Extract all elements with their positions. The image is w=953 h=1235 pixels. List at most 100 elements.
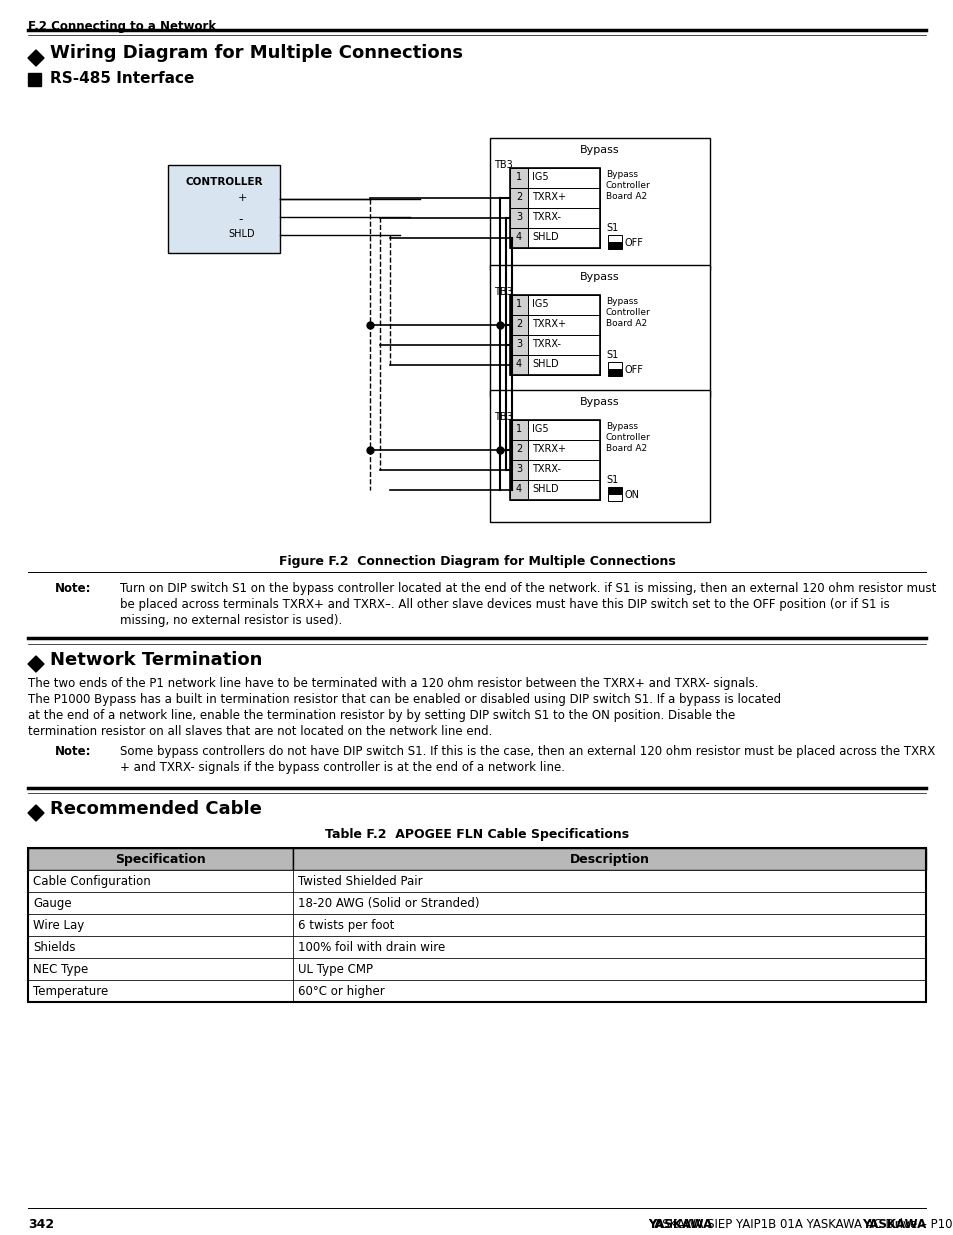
Bar [510, 295, 527, 315]
Text: Gauge: Gauge [33, 897, 71, 910]
Text: Turn on DIP switch S1 on the bypass controller located at the end of the network: Turn on DIP switch S1 on the bypass cont… [120, 582, 936, 627]
Bar [28, 869, 293, 892]
Bar [28, 981, 293, 1002]
Text: 1: 1 [516, 299, 521, 309]
Text: TXRX-: TXRX- [532, 464, 560, 474]
Bar [527, 315, 599, 335]
Bar [28, 73, 41, 86]
Text: Specification: Specification [115, 853, 206, 866]
Bar [607, 242, 621, 249]
Bar [490, 266, 709, 396]
Bar [510, 168, 527, 188]
Text: Note:: Note: [55, 582, 91, 595]
Bar [607, 487, 621, 494]
Text: Table F.2  APOGEE FLN Cable Specifications: Table F.2 APOGEE FLN Cable Specification… [325, 827, 628, 841]
Bar [510, 335, 527, 354]
Bar [168, 165, 280, 253]
Text: TB3: TB3 [494, 412, 512, 422]
Bar [293, 981, 925, 1002]
Text: TXRX-: TXRX- [532, 338, 560, 350]
Bar [510, 459, 527, 480]
Text: IG5: IG5 [532, 172, 548, 182]
Text: YASKAWA SIEP YAIP1B 01A YASKAWA AC Drive – P1000 Bypass Technical Manual: YASKAWA SIEP YAIP1B 01A YASKAWA AC Drive… [647, 1218, 953, 1231]
Bar [510, 440, 527, 459]
Bar [510, 228, 527, 248]
Bar [527, 459, 599, 480]
Bar [293, 914, 925, 936]
Text: Bypass
Controller
Board A2: Bypass Controller Board A2 [605, 422, 650, 453]
Text: S1: S1 [605, 475, 618, 485]
Text: 18-20 AWG (Solid or Stranded): 18-20 AWG (Solid or Stranded) [297, 897, 479, 910]
Text: OFF: OFF [624, 366, 643, 375]
Bar [510, 480, 527, 500]
Bar [527, 228, 599, 248]
Text: 4: 4 [516, 232, 521, 242]
Bar [527, 295, 599, 315]
Bar [607, 235, 621, 242]
Polygon shape [28, 49, 44, 65]
Bar [28, 936, 293, 958]
Text: -: - [237, 212, 242, 226]
Text: Bypass
Controller
Board A2: Bypass Controller Board A2 [605, 170, 650, 201]
Bar [28, 892, 293, 914]
Text: Figure F.2  Connection Diagram for Multiple Connections: Figure F.2 Connection Diagram for Multip… [278, 555, 675, 568]
Text: 3: 3 [516, 338, 521, 350]
Text: TXRX-: TXRX- [532, 212, 560, 222]
Text: Bypass: Bypass [579, 396, 619, 408]
Bar [28, 848, 925, 1002]
Text: S1: S1 [605, 350, 618, 359]
Text: Some bypass controllers do not have DIP switch S1. If this is the case, then an : Some bypass controllers do not have DIP … [120, 745, 934, 774]
Text: TXRX+: TXRX+ [532, 445, 565, 454]
Text: Note:: Note: [55, 745, 91, 758]
Bar [527, 480, 599, 500]
Text: S1: S1 [605, 224, 618, 233]
Text: NEC Type: NEC Type [33, 963, 89, 976]
Bar [607, 494, 621, 501]
Bar [607, 369, 621, 375]
Text: Temperature: Temperature [33, 986, 108, 998]
Text: CONTROLLER: CONTROLLER [185, 177, 262, 186]
Text: 4: 4 [516, 484, 521, 494]
Text: Description: Description [569, 853, 649, 866]
Bar [510, 188, 527, 207]
Text: Wire Lay: Wire Lay [33, 919, 84, 932]
Text: 60°C or higher: 60°C or higher [297, 986, 384, 998]
Text: SHLD: SHLD [532, 484, 558, 494]
Text: YASKAWA: YASKAWA [861, 1218, 925, 1231]
Text: SHLD: SHLD [228, 228, 254, 240]
Text: TXRX+: TXRX+ [532, 191, 565, 203]
Text: TXRX+: TXRX+ [532, 319, 565, 329]
Bar [527, 440, 599, 459]
Text: 2: 2 [516, 191, 521, 203]
Bar [28, 958, 293, 981]
Text: TB3: TB3 [494, 161, 512, 170]
Polygon shape [28, 805, 44, 821]
Text: SHLD: SHLD [532, 359, 558, 369]
Text: 2: 2 [516, 319, 521, 329]
Text: Bypass
Controller
Board A2: Bypass Controller Board A2 [605, 296, 650, 329]
Bar [510, 207, 527, 228]
Text: RS-485 Interface: RS-485 Interface [50, 70, 194, 86]
Text: IG5: IG5 [532, 424, 548, 433]
Text: 2: 2 [516, 445, 521, 454]
Bar [28, 914, 293, 936]
Text: Shields: Shields [33, 941, 75, 953]
Bar [490, 138, 709, 270]
Bar [607, 362, 621, 369]
Polygon shape [28, 656, 44, 672]
Text: UL Type CMP: UL Type CMP [297, 963, 373, 976]
Text: 342: 342 [28, 1218, 54, 1231]
Text: Bypass: Bypass [579, 144, 619, 156]
Bar [490, 390, 709, 522]
Bar [293, 848, 925, 869]
Bar [527, 207, 599, 228]
Text: 3: 3 [516, 212, 521, 222]
Bar [527, 335, 599, 354]
Bar [293, 936, 925, 958]
Bar [293, 892, 925, 914]
Text: The two ends of the P1 network line have to be terminated with a 120 ohm resisto: The two ends of the P1 network line have… [28, 677, 781, 739]
Text: ON: ON [624, 490, 639, 500]
Text: 3: 3 [516, 464, 521, 474]
Text: TB3: TB3 [494, 287, 512, 296]
Text: SHLD: SHLD [532, 232, 558, 242]
